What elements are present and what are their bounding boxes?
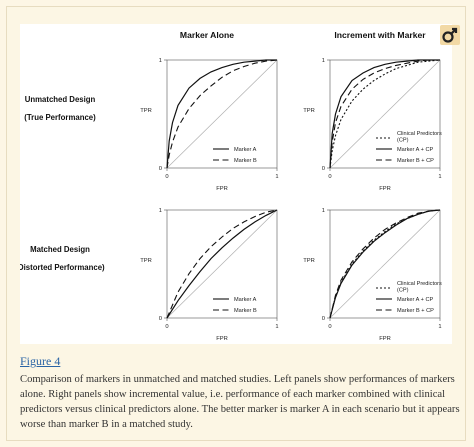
y-tick-label: 1 (322, 58, 325, 64)
venus-mars-logo[interactable] (440, 25, 460, 45)
column-header: Increment with Marker (334, 30, 426, 40)
x-tick-label: 1 (275, 174, 278, 180)
column-header: Marker Alone (180, 30, 234, 40)
legend-label: Marker B (234, 158, 257, 164)
legend-label: (CP) (397, 288, 409, 294)
x-axis-label: FPR (379, 186, 391, 192)
series-line (166, 209, 278, 319)
x-tick-label: 1 (438, 324, 441, 330)
y-tick-label: 0 (159, 166, 162, 172)
series-line (329, 59, 440, 169)
series-line (329, 209, 441, 319)
legend-label: Clinical Predictors (397, 131, 442, 137)
series-line (166, 59, 278, 169)
y-axis-label: TPR (303, 258, 315, 264)
x-axis-label: FPR (216, 186, 228, 192)
legend-label: (CP) (397, 138, 409, 144)
x-tick-label: 0 (165, 324, 168, 330)
row-label: (Distorted Performance) (20, 263, 105, 272)
series-line (166, 209, 278, 319)
y-tick-label: 1 (159, 208, 162, 214)
legend-label: Marker B (234, 308, 257, 314)
chance-line (166, 209, 278, 319)
x-axis-label: FPR (216, 336, 228, 342)
x-tick-label: 1 (275, 324, 278, 330)
chance-line (329, 209, 441, 319)
roc-figure: Marker Alone Increment with Marker Unmatch… (20, 30, 442, 342)
x-tick-label: 0 (165, 174, 168, 180)
series-line (166, 59, 277, 169)
plot-frame (329, 59, 441, 169)
figure-image: Marker Alone Increment with Marker Unmatch… (20, 24, 452, 344)
y-tick-label: 1 (322, 208, 325, 214)
legend-label: Clinical Predictors (397, 281, 442, 287)
y-axis-label: TPR (303, 108, 315, 114)
y-tick-label: 0 (322, 166, 325, 172)
series-line (329, 59, 441, 169)
x-tick-label: 0 (328, 324, 331, 330)
y-tick-label: 0 (159, 316, 162, 322)
figure-link[interactable]: Figure 4 (20, 354, 61, 368)
y-tick-label: 0 (322, 316, 325, 322)
series-line (329, 59, 440, 169)
legend-label: Marker A + CP (397, 147, 433, 153)
row-label: Matched Design (30, 245, 90, 254)
row-label: Unmatched Design (25, 95, 96, 104)
legend-label: Marker B + CP (397, 308, 434, 314)
legend-label: Marker B + CP (397, 158, 434, 164)
legend-label: Marker A (234, 147, 257, 153)
x-tick-label: 0 (328, 174, 331, 180)
plot-frame (166, 209, 278, 319)
chance-line (166, 59, 278, 169)
chance-line (329, 59, 441, 169)
plot-frame (166, 59, 278, 169)
y-axis-label: TPR (140, 108, 152, 114)
x-axis-label: FPR (379, 336, 391, 342)
legend-label: Marker A (234, 297, 257, 303)
x-tick-label: 1 (438, 174, 441, 180)
venus-mars-icon (442, 27, 458, 43)
figure-caption: Comparison of markers in unmatched and m… (20, 374, 460, 430)
plot-frame (329, 209, 441, 319)
row-label: (True Performance) (24, 113, 96, 122)
y-axis-label: TPR (140, 258, 152, 264)
y-tick-label: 1 (159, 58, 162, 64)
legend-label: Marker A + CP (397, 297, 433, 303)
series-line (329, 209, 441, 319)
